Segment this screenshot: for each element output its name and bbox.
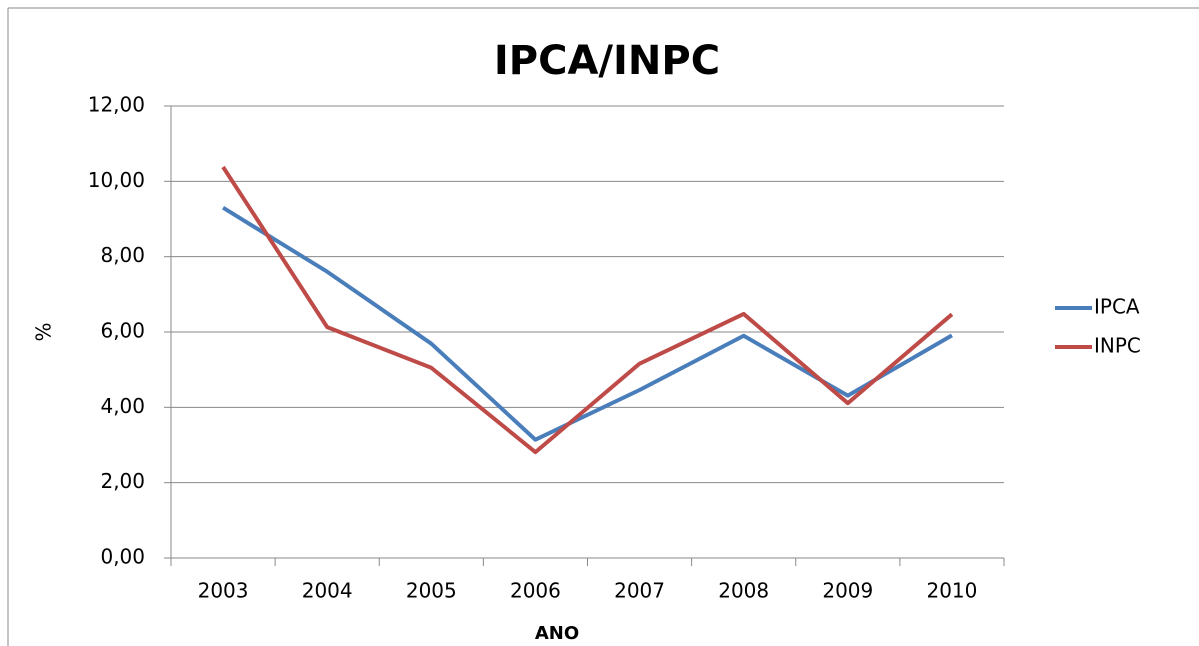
y-axis-label: % bbox=[32, 322, 56, 341]
y-tick-label: 10,00 bbox=[88, 168, 145, 192]
legend-label: INPC bbox=[1094, 334, 1141, 358]
x-tick-label: 2010 bbox=[926, 579, 977, 603]
x-tick-label: 2009 bbox=[822, 579, 873, 603]
chart-title: IPCA/INPC bbox=[494, 38, 720, 84]
y-tick-label: 4,00 bbox=[100, 394, 145, 418]
y-tick-label: 0,00 bbox=[100, 545, 145, 569]
x-tick-label: 2003 bbox=[198, 579, 249, 603]
x-axis-label: ANO bbox=[535, 623, 579, 644]
x-tick-label: 2005 bbox=[406, 579, 457, 603]
legend-label: IPCA bbox=[1094, 295, 1140, 319]
y-tick-label: 6,00 bbox=[100, 319, 145, 343]
y-tick-label: 2,00 bbox=[100, 469, 145, 493]
x-tick-label: 2008 bbox=[718, 579, 769, 603]
series-line bbox=[221, 165, 954, 455]
y-tick-label: 8,00 bbox=[100, 243, 145, 267]
series-line bbox=[222, 205, 953, 442]
x-tick-label: 2004 bbox=[302, 579, 353, 603]
x-tick-label: 2007 bbox=[614, 579, 665, 603]
x-tick-label: 2006 bbox=[510, 579, 561, 603]
y-tick-label: 12,00 bbox=[88, 93, 145, 117]
